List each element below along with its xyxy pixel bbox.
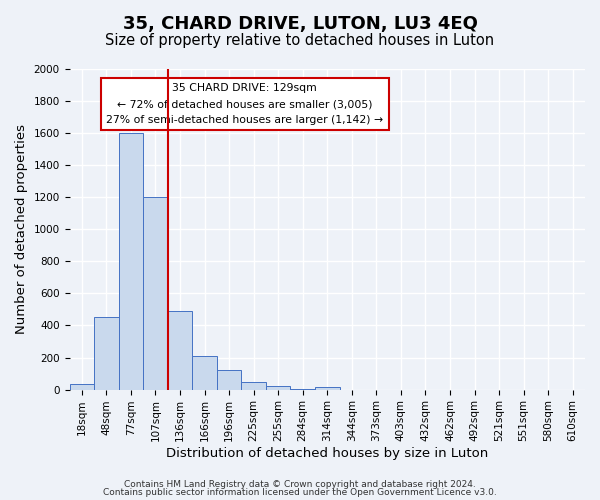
Bar (241, 382, 266, 390)
Bar (94, 318, 119, 390)
Bar (70, 384, 94, 390)
Y-axis label: Number of detached properties: Number of detached properties (15, 124, 28, 334)
Text: 35, CHARD DRIVE, LUTON, LU3 4EQ: 35, CHARD DRIVE, LUTON, LU3 4EQ (122, 15, 478, 33)
Bar (168, 311, 192, 390)
Text: Size of property relative to detached houses in Luton: Size of property relative to detached ho… (106, 32, 494, 48)
Bar (192, 356, 217, 390)
Bar (217, 370, 241, 390)
Text: Contains public sector information licensed under the Open Government Licence v3: Contains public sector information licen… (103, 488, 497, 497)
Bar (315, 387, 340, 390)
X-axis label: Distribution of detached houses by size in Luton: Distribution of detached houses by size … (166, 447, 488, 460)
Bar (266, 386, 290, 390)
Bar (290, 389, 315, 390)
Bar (119, 133, 143, 390)
Text: Contains HM Land Registry data © Crown copyright and database right 2024.: Contains HM Land Registry data © Crown c… (124, 480, 476, 489)
Bar (143, 197, 168, 390)
Text: 35 CHARD DRIVE: 129sqm
← 72% of detached houses are smaller (3,005)
27% of semi-: 35 CHARD DRIVE: 129sqm ← 72% of detached… (106, 84, 383, 124)
